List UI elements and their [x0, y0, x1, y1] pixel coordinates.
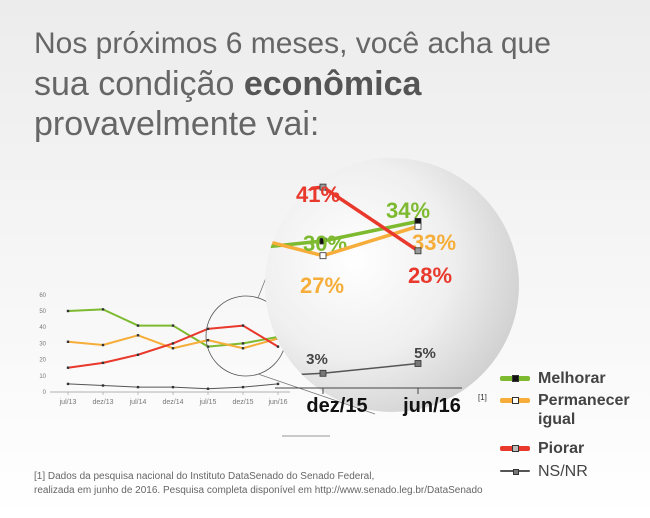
- zoom-bubble: 30%34%27%33%41%28%3% 5%dez/15 jun/16 [1]: [265, 158, 519, 417]
- bubble-background: [265, 158, 519, 412]
- x-tick-label: jul/15: [199, 399, 217, 406]
- data-point-ns-nr: [101, 384, 105, 387]
- legend-label-melhorar: Melhorar: [538, 370, 606, 387]
- data-point-melhorar: [206, 345, 210, 348]
- data-point-piorar: [206, 327, 210, 331]
- title-line-1: Nos próximos 6 meses, você acha que: [34, 27, 551, 60]
- footnote-line-2: realizada em junho de 2016. Pesquisa com…: [34, 485, 483, 496]
- title-highlight: econômica: [243, 65, 422, 103]
- zoom-line-melhorar: [322, 219, 419, 243]
- zoom-point-melhorar: [319, 237, 327, 245]
- data-point-melhorar: [101, 308, 105, 311]
- data-point-melhorar: [136, 324, 140, 327]
- data-point-melhorar: [66, 309, 70, 313]
- zoom-value-label-ns-nr: 3%: [306, 351, 328, 368]
- footnote-line-1: [1] Dados da pesquisa nacional do Instit…: [34, 471, 375, 482]
- data-point-piorar: [66, 366, 70, 369]
- y-tick-label: 0: [43, 390, 47, 396]
- y-tick-label: 20: [39, 358, 46, 364]
- y-tick-label: 50: [39, 309, 46, 315]
- connector-line-bottom: [257, 373, 376, 415]
- data-point-ns-nr: [136, 385, 140, 389]
- y-tick-label: 40: [39, 325, 46, 331]
- data-point-permanecer-igual: [66, 340, 70, 343]
- data-point-piorar: [276, 345, 280, 348]
- legend-item-permanecer: Permanecer igual: [500, 391, 650, 429]
- data-point-permanecer-igual: [101, 343, 105, 347]
- data-point-piorar: [136, 353, 140, 356]
- zoom-value-label-melhorar: 30%: [303, 231, 347, 256]
- zoom-value-label-piorar: 41%: [296, 182, 340, 207]
- zoom-value-label-ns-nr: 5%: [414, 345, 436, 362]
- x-tick-label: jul/14: [129, 399, 147, 406]
- overview-chart: 0 10 20 30 40 50 60 jul/13 dez/13 jul/14 dez/14 jul…: [39, 293, 290, 406]
- zoom-line-ns-nr: [322, 362, 419, 375]
- x-tick-label: dez/15: [232, 399, 253, 406]
- title-line-3: provavelmente vai:: [34, 105, 320, 143]
- legend-swatch-nsnr: [500, 465, 530, 477]
- legend-swatch-melhorar: [500, 372, 530, 384]
- chart-title: Nos próximos 6 meses, você acha que sua …: [34, 24, 551, 144]
- y-tick-label: 60: [39, 293, 46, 299]
- data-point-piorar: [101, 361, 105, 365]
- zoom-point-ns-nr: [414, 360, 422, 367]
- zoom-point-piorar: [414, 247, 422, 255]
- zoom-value-label-melhorar: 34%: [386, 198, 430, 223]
- legend-swatch-piorar: [500, 442, 530, 454]
- legend-label-nsnr: NS/NR: [538, 463, 588, 480]
- legend-label-permanecer: Permanecer igual: [538, 392, 630, 428]
- data-point-ns-nr: [206, 387, 210, 390]
- zoom-x-tick-label: dez/15: [306, 395, 367, 417]
- data-point-permanecer-igual: [206, 338, 210, 342]
- footnote-reference: [1]: [478, 393, 487, 402]
- data-point-ns-nr: [241, 385, 245, 389]
- data-point-ns-nr: [171, 385, 175, 389]
- x-tick-label: jul/13: [59, 399, 77, 406]
- data-point-ns-nr: [276, 382, 280, 386]
- legend-item-piorar: Piorar: [500, 439, 650, 458]
- zoom-point-permanecer-igual: [319, 252, 327, 260]
- data-point-permanecer-igual: [171, 347, 175, 350]
- zoom-point-ns-nr: [319, 369, 327, 377]
- zoom-point-permanecer-igual: [414, 222, 422, 230]
- legend-swatch-permanecer: [500, 394, 530, 406]
- legend-label-piorar: Piorar: [538, 440, 585, 457]
- zoom-line-in-melhorar: [265, 239, 324, 250]
- zoom-value-label-permanecer-igual: 27%: [300, 273, 344, 298]
- legend-item-melhorar: Melhorar: [500, 369, 650, 388]
- x-tick-label: dez/13: [92, 399, 113, 406]
- data-point-permanecer-igual: [241, 347, 245, 350]
- zoom-line-piorar: [322, 185, 419, 253]
- title-line-2-text: sua condição: [34, 65, 244, 103]
- x-tick-label: jun/16: [267, 399, 287, 406]
- data-point-melhorar: [171, 324, 175, 327]
- data-point-permanecer-igual: [136, 334, 140, 337]
- zoom-value-label-piorar: 28%: [408, 263, 452, 288]
- data-point-piorar: [171, 342, 175, 345]
- data-point-piorar: [241, 324, 245, 327]
- zoom-point-piorar: [319, 183, 327, 191]
- data-point-ns-nr: [66, 382, 70, 386]
- y-tick-label: 10: [39, 374, 46, 380]
- title-line-2: sua condição econômica: [34, 64, 551, 104]
- footnote: [1] Dados da pesquisa nacional do Instit…: [34, 470, 483, 498]
- y-tick-label: 30: [39, 341, 46, 347]
- zoom-line-permanecer-igual: [322, 224, 419, 258]
- zoom-x-tick-label: jun/16: [402, 395, 461, 417]
- legend-item-nsnr: NS/NR: [500, 462, 650, 481]
- x-tick-label: dez/14: [162, 399, 183, 406]
- data-point-melhorar: [241, 342, 245, 345]
